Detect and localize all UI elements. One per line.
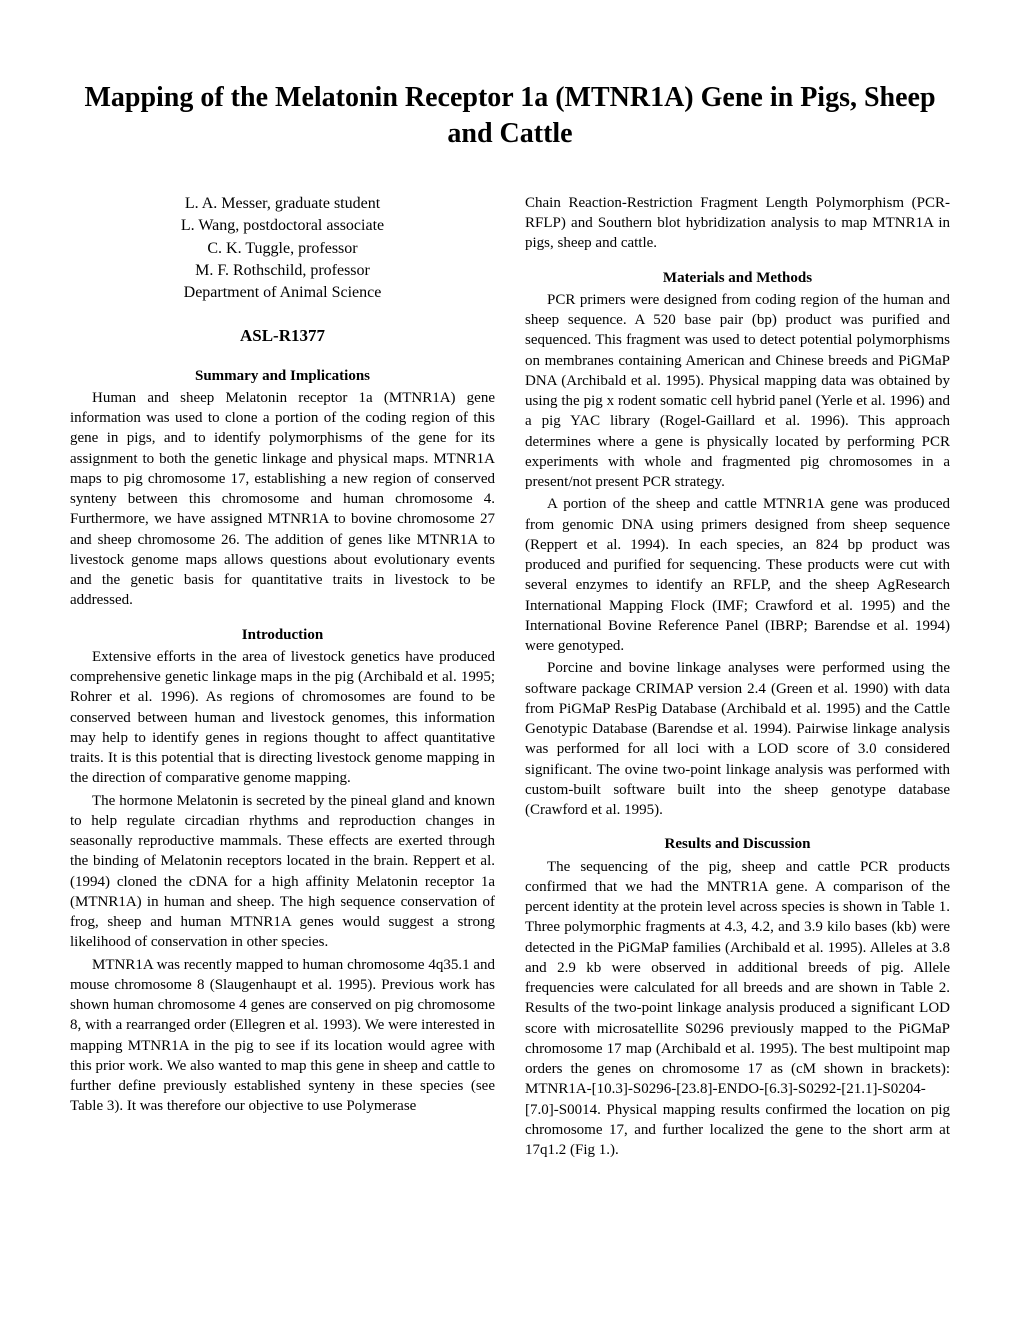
heading-results: Results and Discussion xyxy=(525,834,950,854)
author-block: L. A. Messer, graduate student L. Wang, … xyxy=(70,193,495,305)
paragraph: PCR primers were designed from coding re… xyxy=(525,290,950,493)
heading-introduction: Introduction xyxy=(70,625,495,645)
paragraph: Porcine and bovine linkage analyses were… xyxy=(525,658,950,820)
paragraph: A portion of the sheep and cattle MTNR1A… xyxy=(525,494,950,656)
author-line: C. K. Tuggle, professor xyxy=(70,238,495,260)
paragraph: MTNR1A was recently mapped to human chro… xyxy=(70,955,495,1117)
left-column: L. A. Messer, graduate student L. Wang, … xyxy=(70,193,495,1163)
author-line: M. F. Rothschild, professor xyxy=(70,260,495,282)
paragraph: Extensive efforts in the area of livesto… xyxy=(70,647,495,789)
author-line: L. A. Messer, graduate student xyxy=(70,193,495,215)
paper-title: Mapping of the Melatonin Receptor 1a (MT… xyxy=(70,80,950,153)
author-line: L. Wang, postdoctoral associate xyxy=(70,215,495,237)
department-line: Department of Animal Science xyxy=(70,282,495,304)
paragraph: Human and sheep Melatonin receptor 1a (M… xyxy=(70,388,495,611)
right-column: Chain Reaction-Restriction Fragment Leng… xyxy=(525,193,950,1163)
paragraph-continuation: Chain Reaction-Restriction Fragment Leng… xyxy=(525,193,950,254)
asl-code: ASL-R1377 xyxy=(70,325,495,348)
paragraph: The hormone Melatonin is secreted by the… xyxy=(70,791,495,953)
heading-summary: Summary and Implications xyxy=(70,366,495,386)
two-column-layout: L. A. Messer, graduate student L. Wang, … xyxy=(70,193,950,1163)
heading-materials: Materials and Methods xyxy=(525,268,950,288)
paragraph: The sequencing of the pig, sheep and cat… xyxy=(525,857,950,1161)
